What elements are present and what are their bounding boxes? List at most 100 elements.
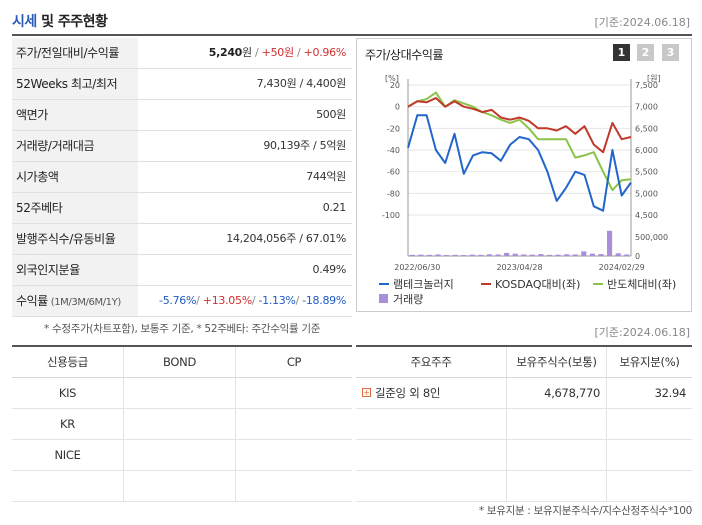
table-cell bbox=[124, 409, 236, 439]
quote-label: 52주베타 bbox=[12, 193, 138, 223]
table-row: KIS bbox=[12, 378, 352, 409]
volume-bar bbox=[521, 254, 527, 256]
left-tick-label: -60 bbox=[387, 168, 400, 177]
table-row: KR bbox=[12, 409, 352, 440]
table-header-row: 신용등급 BOND CP bbox=[12, 347, 352, 378]
table-row bbox=[356, 409, 692, 440]
volume-bar bbox=[512, 253, 518, 256]
table-cell bbox=[507, 471, 607, 501]
expand-icon[interactable]: + bbox=[362, 388, 371, 397]
holders-note: * 보유지분 : 보유지분주식수/지수산정주식수*100 bbox=[478, 505, 692, 517]
legend-label: 램테크놀러지 bbox=[393, 278, 454, 291]
table-cell bbox=[236, 409, 352, 439]
chart-title: 주가/상대수익률 bbox=[365, 48, 444, 62]
volume-tick-label: 500,000 bbox=[635, 233, 668, 242]
table-cell bbox=[507, 440, 607, 470]
right-tick-label: 5,000 bbox=[635, 189, 658, 198]
table-cell bbox=[124, 471, 236, 501]
quote-label: 시가총액 bbox=[12, 162, 138, 192]
quote-label: 발행주식수/유동비율 bbox=[12, 224, 138, 254]
table-cell: KIS bbox=[12, 378, 124, 408]
volume-tick-label: 0 bbox=[635, 252, 640, 261]
quote-row: 거래량/거래대금 90,139주 / 5억원 bbox=[12, 131, 352, 162]
legend-label: 거래량 bbox=[393, 293, 423, 306]
quote-row: 주가/전일대비/수익률 5,240원 / +50원 / +0.96% bbox=[12, 38, 352, 69]
volume-bar bbox=[615, 253, 621, 256]
volume-bar bbox=[435, 254, 441, 256]
table-row bbox=[356, 440, 692, 471]
quote-value: 0.49% bbox=[312, 263, 347, 276]
quote-row: 외국인지분율 0.49% bbox=[12, 255, 352, 286]
right-tick-label: 6,000 bbox=[635, 146, 658, 155]
quote-row: 시가총액 744억원 bbox=[12, 162, 352, 193]
volume-bar bbox=[598, 254, 604, 256]
table-cell bbox=[356, 440, 507, 470]
chart-page-3-button[interactable]: 3 bbox=[662, 44, 679, 61]
volume-bar bbox=[624, 254, 630, 256]
x-tick-label: 2022/06/30 bbox=[394, 263, 440, 272]
column-header: 보유주식수(보통) bbox=[507, 347, 607, 377]
x-tick-label: 2023/04/28 bbox=[496, 263, 542, 272]
quote-value: 14,204,056주 / 67.01% bbox=[226, 232, 346, 245]
left-axis-unit: [%] bbox=[385, 74, 399, 83]
quote-row: 수익률 (1M/3M/6M/1Y) -5.76%/ +13.05%/ -1.13%… bbox=[12, 286, 352, 317]
volume-bar bbox=[529, 254, 535, 256]
table-cell bbox=[507, 409, 607, 439]
quote-value: 90,139주 / 5억원 bbox=[263, 139, 346, 152]
series-line-2 bbox=[407, 91, 632, 192]
left-tick-label: 0 bbox=[395, 103, 400, 112]
table-cell bbox=[607, 440, 692, 470]
column-header: 주요주주 bbox=[356, 347, 507, 377]
table-cell: 4,678,770 bbox=[507, 378, 607, 408]
column-header: 보유지분(%) bbox=[619, 355, 680, 369]
price-chart-panel: 주가/상대수익률 1 2 3 20 0 -20 -40 -60 -80 -100 7,500 7… bbox=[356, 38, 692, 312]
legend-label: KOSDAQ대비(좌) bbox=[495, 278, 580, 291]
volume-bar bbox=[418, 254, 424, 256]
volume-bar bbox=[478, 254, 484, 256]
volume-bar bbox=[572, 254, 578, 256]
right-tick-label: 6,500 bbox=[635, 124, 658, 133]
volume-bar bbox=[589, 253, 595, 256]
table-cell bbox=[356, 471, 507, 501]
table-cell bbox=[236, 378, 352, 408]
table-cell: NICE bbox=[12, 440, 124, 470]
quote-label: 52Weeks 최고/최저 bbox=[12, 69, 138, 99]
quote-value: -5.76%/ +13.05%/ -1.13%/ -18.89% bbox=[159, 294, 346, 307]
reference-date: [기준:2024.06.18] bbox=[594, 16, 690, 29]
quote-label: 수익률 (1M/3M/6M/1Y) bbox=[12, 286, 138, 316]
table-cell bbox=[356, 409, 507, 439]
column-header: BOND bbox=[124, 347, 236, 377]
legend-label: 반도체대비(좌) bbox=[607, 278, 676, 291]
right-tick-label: 7,000 bbox=[635, 103, 658, 112]
volume-bar bbox=[538, 254, 544, 256]
table-cell bbox=[236, 471, 352, 501]
quote-value: 500원 bbox=[316, 108, 346, 121]
table-cell bbox=[236, 440, 352, 470]
left-tick-label: 20 bbox=[390, 81, 400, 90]
table-row: NICE bbox=[12, 440, 352, 471]
credit-rating-table: 신용등급 BOND CP KIS KR NICE bbox=[12, 345, 352, 502]
quote-row: 액면가 500원 bbox=[12, 100, 352, 131]
volume-bar bbox=[606, 230, 613, 256]
volume-bar bbox=[495, 254, 501, 256]
quote-value: 5,240원 / +50원 / +0.96% bbox=[208, 46, 347, 59]
quote-value: 744억원 bbox=[306, 170, 346, 183]
quote-row: 52주베타 0.21 bbox=[12, 193, 352, 224]
table-cell bbox=[124, 440, 236, 470]
chart-page-2-button[interactable]: 2 bbox=[637, 44, 654, 61]
volume-bar bbox=[486, 254, 493, 256]
quote-table: 주가/전일대비/수익률 5,240원 / +50원 / +0.96% 52Weeks… bbox=[12, 38, 352, 317]
quote-label: 외국인지분율 bbox=[12, 255, 138, 285]
x-tick-label: 2024/02/29 bbox=[599, 263, 645, 272]
right-tick-label: 4,500 bbox=[635, 211, 658, 220]
table-cell bbox=[124, 378, 236, 408]
volume-bar bbox=[444, 255, 450, 256]
volume-bar bbox=[581, 251, 587, 256]
left-tick-label: -40 bbox=[387, 146, 400, 155]
series-line-1 bbox=[407, 97, 632, 154]
volume-bar bbox=[555, 254, 561, 256]
chart-page-1-button[interactable]: 1 bbox=[613, 44, 630, 61]
left-tick-label: -20 bbox=[387, 124, 400, 133]
reference-date-2: [기준:2024.06.18] bbox=[594, 326, 690, 339]
series-line-0 bbox=[407, 114, 632, 212]
